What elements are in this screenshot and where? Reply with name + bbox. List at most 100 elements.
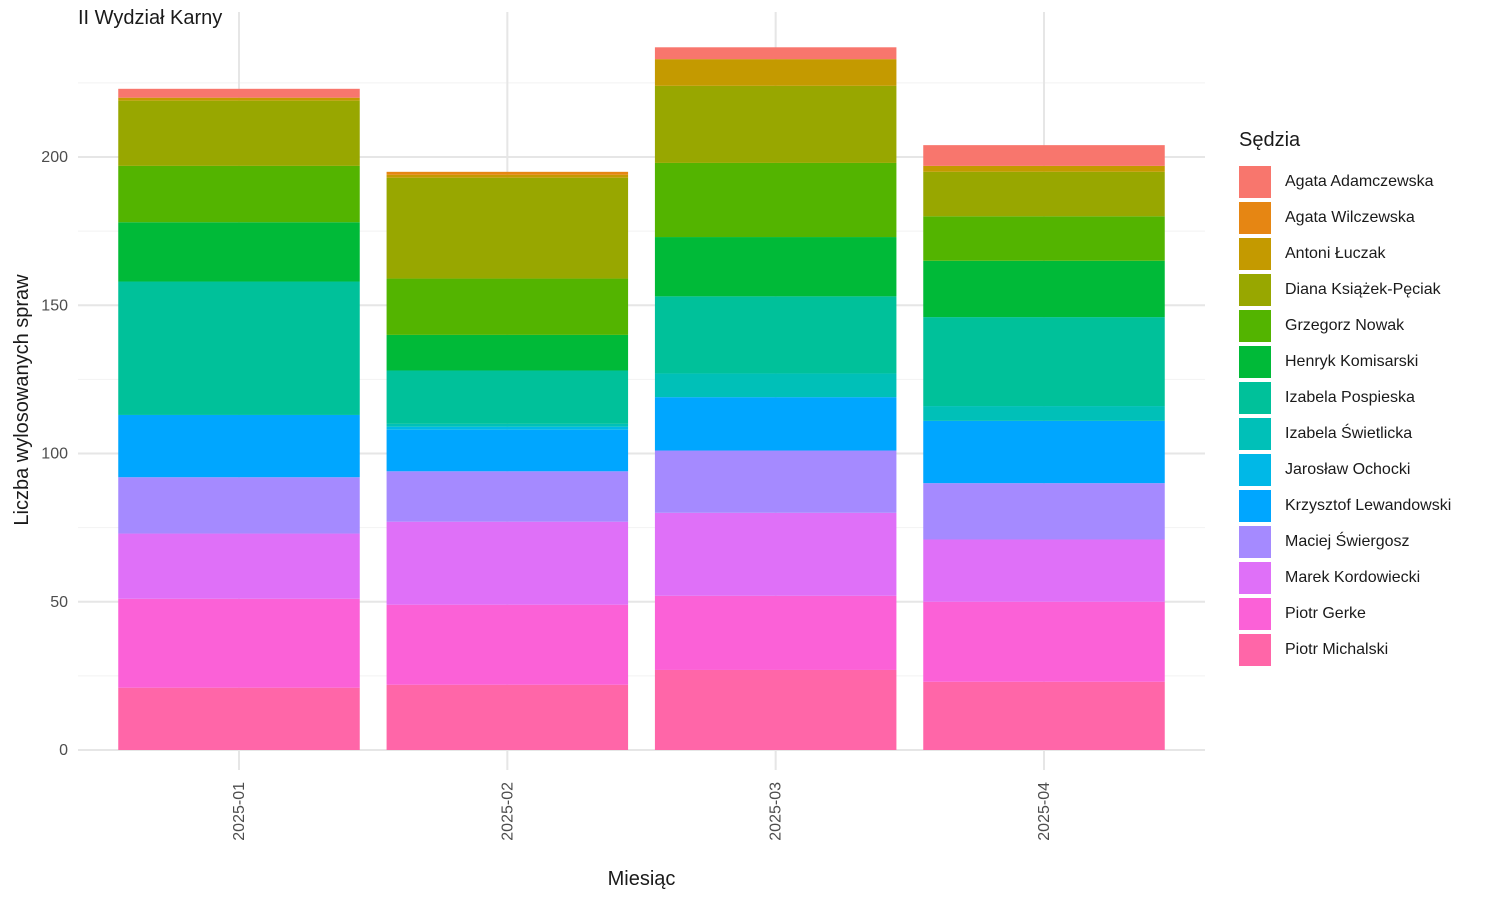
legend-label: Diana Książek-Pęciak — [1285, 281, 1441, 298]
legend-label: Antoni Łuczak — [1285, 245, 1386, 262]
bar-segment — [923, 406, 1165, 421]
bar-segment — [923, 165, 1165, 172]
bar-segment — [386, 604, 629, 685]
bar-segment — [386, 521, 629, 605]
legend-label: Maciej Świergosz — [1285, 533, 1410, 550]
bar-segment — [923, 420, 1165, 484]
bar-segment — [923, 171, 1165, 217]
legend-swatch — [1239, 454, 1271, 486]
bar-segment — [386, 334, 629, 371]
bar-segment — [386, 174, 629, 178]
bar-segment — [654, 85, 897, 163]
bar-segment — [386, 370, 629, 424]
bar-segment — [386, 278, 629, 335]
legend-label: Piotr Gerke — [1285, 605, 1366, 622]
legend-label: Jarosław Ochocki — [1285, 461, 1411, 478]
legend-item: Antoni Łuczak — [1239, 236, 1451, 272]
bar-segment — [118, 687, 360, 750]
bar-segment — [654, 512, 897, 596]
legend-swatch — [1239, 598, 1271, 630]
legend-item: Marek Kordowiecki — [1239, 560, 1451, 596]
legend-label: Piotr Michalski — [1285, 641, 1389, 658]
x-tick-label: 2025-02 — [499, 782, 516, 841]
legend-swatch — [1239, 490, 1271, 522]
bar-segment — [118, 97, 360, 101]
legend-label: Henryk Komisarski — [1285, 353, 1419, 370]
bar-segment — [654, 397, 897, 451]
legend-item: Agata Adamczewska — [1239, 164, 1451, 200]
legend-swatch — [1239, 418, 1271, 450]
legend-label: Marek Kordowiecki — [1285, 569, 1421, 586]
bar-segment — [386, 429, 629, 472]
legend-swatch — [1239, 382, 1271, 414]
bar-segment — [118, 477, 360, 534]
legend-item: Henryk Komisarski — [1239, 344, 1451, 380]
legend-swatch — [1239, 202, 1271, 234]
legend-item: Izabela Świetlicka — [1239, 416, 1451, 452]
legend-item: Agata Wilczewska — [1239, 200, 1451, 236]
y-tick-label: 200 — [41, 149, 68, 166]
bar-segment — [118, 222, 360, 282]
bar-segment — [118, 598, 360, 688]
legend-item: Maciej Świergosz — [1239, 524, 1451, 560]
bar-segment — [923, 539, 1165, 602]
bar-segment — [654, 296, 897, 374]
bar-segment — [923, 681, 1165, 750]
x-tick-label: 2025-04 — [1036, 782, 1053, 841]
bar-segment — [386, 171, 629, 175]
legend-item: Diana Książek-Pęciak — [1239, 272, 1451, 308]
legend-label: Izabela Pospieska — [1285, 389, 1415, 406]
y-tick-label: 100 — [41, 446, 68, 463]
bar-segment — [118, 533, 360, 599]
legend-swatch — [1239, 166, 1271, 198]
legend-swatch — [1239, 310, 1271, 342]
bar-segment — [386, 177, 629, 279]
legend-title: Sędzia — [1239, 129, 1301, 151]
legend-item: Izabela Pospieska — [1239, 380, 1451, 416]
bar-segment — [654, 669, 897, 750]
legend-swatch — [1239, 562, 1271, 594]
bar-segment — [386, 471, 629, 522]
legend-item: Jarosław Ochocki — [1239, 452, 1451, 488]
legend-label: Krzysztof Lewandowski — [1285, 497, 1452, 514]
legend-swatch — [1239, 238, 1271, 270]
legend-swatch — [1239, 634, 1271, 666]
x-tick-label: 2025-01 — [231, 782, 248, 841]
bar-segment — [118, 165, 360, 223]
bar-segment — [654, 595, 897, 670]
legend-label: Agata Adamczewska — [1285, 173, 1434, 190]
legend-items: Agata Adamczewska Agata Wilczewska Antoni … — [1239, 164, 1451, 668]
legend-item: Krzysztof Lewandowski — [1239, 488, 1451, 524]
legend-label: Agata Wilczewska — [1285, 209, 1415, 226]
bar-segment — [923, 317, 1165, 407]
bar-segment — [654, 237, 897, 297]
y-tick-label: 0 — [59, 742, 68, 759]
bar-segment — [923, 216, 1165, 261]
bar-segment — [386, 684, 629, 750]
legend-swatch — [1239, 346, 1271, 378]
bar-segment — [386, 423, 629, 427]
legend-item: Piotr Michalski — [1239, 632, 1451, 668]
bar-segment — [654, 450, 897, 513]
legend-item: Piotr Gerke — [1239, 596, 1451, 632]
bar-segment — [118, 88, 360, 98]
bar-segment — [654, 373, 897, 398]
bar-segment — [386, 426, 629, 430]
legend-swatch — [1239, 274, 1271, 306]
y-axis-title: Liczba wylosowanych spraw — [11, 274, 33, 526]
bar-segment — [923, 483, 1165, 540]
bar-segment — [654, 162, 897, 238]
bar-segment — [118, 100, 360, 166]
legend-label: Grzegorz Nowak — [1285, 317, 1405, 334]
bar-segment — [118, 281, 360, 415]
legend-swatch — [1239, 526, 1271, 558]
x-axis-title: Miesiąc — [608, 868, 676, 890]
bar-segment — [923, 601, 1165, 682]
bar-segment — [923, 260, 1165, 318]
bar-segment — [654, 47, 897, 60]
chart-title: II Wydział Karny — [78, 7, 223, 29]
y-tick-label: 150 — [41, 297, 68, 314]
legend: Sędzia Agata Adamczewska Agata Wilczewska… — [1239, 129, 1451, 668]
bar-segment — [654, 59, 897, 86]
